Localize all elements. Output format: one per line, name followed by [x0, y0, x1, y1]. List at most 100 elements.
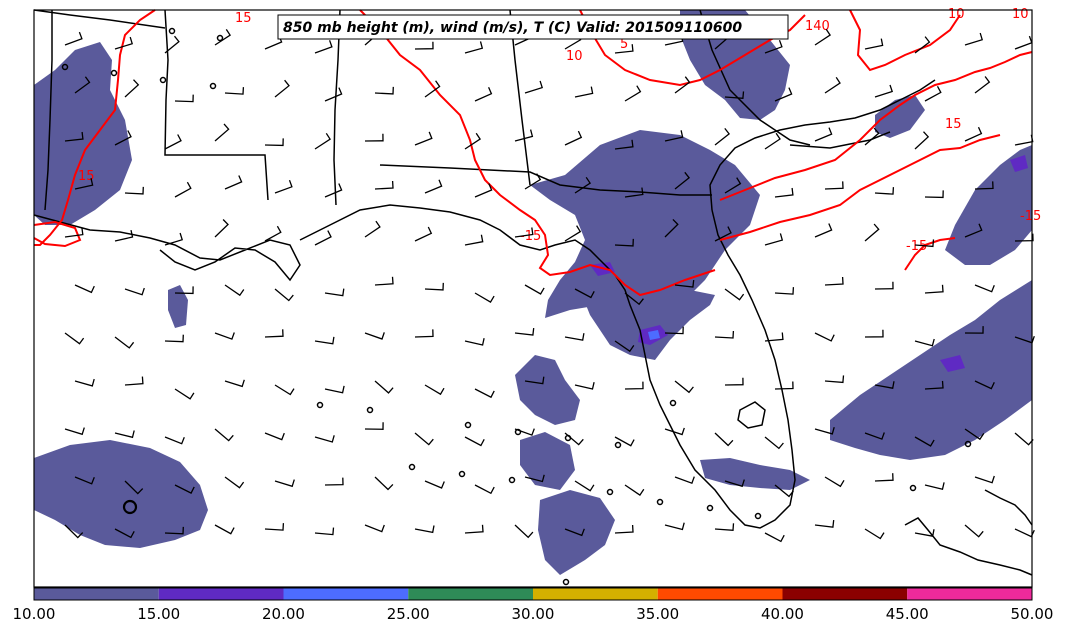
calm-marker — [964, 440, 972, 448]
wind-barb — [264, 523, 285, 531]
wind-barb — [764, 332, 784, 342]
wind-barb — [224, 175, 243, 190]
wind-barb — [374, 380, 394, 394]
wind-barb — [774, 87, 793, 102]
wind-barb — [564, 528, 585, 537]
wind-barb — [64, 31, 83, 46]
wind-barb — [624, 381, 644, 390]
calm-marker — [216, 34, 224, 42]
wind-barb — [64, 131, 84, 142]
contour-label-1: 15 — [235, 11, 252, 26]
wind-barb — [814, 127, 833, 142]
pocket-15-20-c — [940, 355, 965, 372]
wind-barb — [174, 181, 192, 198]
wind-barb — [864, 223, 880, 242]
wind-barb — [114, 430, 135, 439]
calm-marker — [508, 476, 516, 484]
calm-marker — [408, 463, 416, 471]
colorbar-tick-label: 40.00 — [761, 605, 804, 623]
wind-barb — [914, 338, 935, 347]
wind-barb — [264, 138, 284, 147]
pocket-15-20-d — [1010, 155, 1028, 172]
shade-region-gulf-southwest — [34, 440, 208, 548]
wind-barb — [214, 428, 234, 442]
wind-barb — [164, 526, 184, 535]
contour-labels: 15 15 10 5 10 10 140 -15 -15 -15 15 — [78, 7, 1041, 254]
wind-barb — [624, 292, 644, 306]
wind-barb — [824, 276, 844, 286]
contour-central-north — [359, 9, 716, 297]
colorbar-segment — [158, 588, 284, 600]
wind-barb — [764, 532, 785, 543]
wind-barb — [814, 28, 832, 46]
wind-barb — [114, 528, 135, 539]
contour-southeast-small — [904, 237, 956, 271]
calm-marker — [614, 441, 622, 449]
shade-region-gulf-south — [520, 432, 575, 490]
wind-barb — [524, 474, 545, 483]
wind-barb — [214, 29, 232, 46]
wind-barb — [624, 484, 645, 497]
wind-barb — [64, 227, 84, 238]
wind-barb — [114, 229, 134, 242]
wind-barb — [124, 376, 144, 386]
wind-barb — [724, 177, 742, 194]
wind-barb — [614, 44, 634, 54]
wind-barb — [324, 288, 345, 297]
wind-barb — [724, 288, 745, 301]
wind-barb — [824, 476, 845, 488]
wind-barb — [664, 522, 685, 531]
wind-barb — [214, 332, 235, 340]
wind-barb — [874, 84, 894, 98]
wind-barb — [64, 524, 84, 539]
wind-barb — [114, 36, 134, 50]
wind-barb — [164, 134, 182, 150]
wind-barb — [924, 85, 942, 102]
wind-barb — [864, 432, 885, 440]
wind-barb — [514, 524, 534, 539]
contour-west — [34, 9, 156, 246]
wind-barb — [374, 86, 394, 95]
wind-barb — [764, 436, 784, 450]
wind-barb — [614, 139, 634, 150]
wind-barb — [764, 39, 783, 54]
wind-barb — [964, 524, 984, 538]
wind-barb — [314, 336, 335, 345]
state-line-ga-sc — [699, 9, 811, 146]
wind-barb — [774, 287, 795, 295]
wind-barb — [524, 376, 545, 385]
calm-marker — [606, 488, 614, 496]
wind-barb — [474, 87, 493, 102]
wind-barb — [724, 377, 744, 386]
wind-barb — [674, 476, 695, 485]
colorbar-segment — [782, 588, 908, 600]
wind-barb — [964, 32, 984, 46]
wind-barb — [874, 281, 894, 290]
wind-barb — [314, 132, 331, 150]
calm-marker — [316, 401, 324, 409]
title-box: 850 mb height (m), wind (m/s), T (C) Val… — [277, 14, 789, 40]
wind-barb — [464, 41, 484, 54]
wind-barb — [524, 284, 545, 295]
wind-barb — [674, 171, 691, 190]
wind-barb — [324, 477, 344, 486]
state-line-northern — [33, 9, 166, 29]
state-line-fl-north — [379, 164, 712, 196]
contour-label-11: 15 — [945, 117, 962, 132]
wind-barb — [264, 225, 282, 242]
wind-barb — [514, 129, 534, 142]
wind-barb — [374, 180, 394, 190]
colorbar-segment — [34, 588, 159, 600]
wind-barb — [824, 76, 841, 94]
wind-barb — [924, 380, 944, 390]
wind-barb — [424, 384, 445, 396]
colorbar-segment — [533, 588, 658, 600]
wind-barb — [874, 187, 895, 195]
wind-barb — [324, 87, 343, 102]
colorbar-tick-label: 25.00 — [387, 605, 430, 623]
wind-barb — [164, 35, 180, 54]
shade-region-northwest — [34, 42, 132, 225]
wind-barb — [964, 223, 983, 238]
wind-barb — [664, 130, 684, 142]
